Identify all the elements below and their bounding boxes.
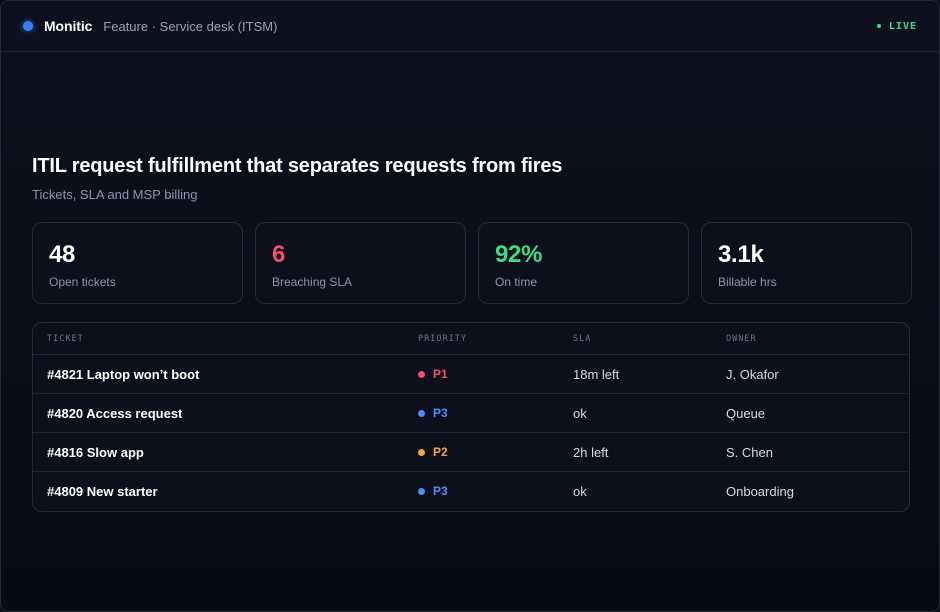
stat-card-open-tickets: 48 Open tickets (32, 222, 243, 304)
live-label: LIVE (888, 20, 917, 32)
column-header-owner: OWNER (726, 334, 757, 344)
sla-value: ok (573, 484, 587, 499)
ticket-title[interactable]: #4821 Laptop won’t boot (47, 367, 200, 382)
live-dot-icon (876, 24, 881, 28)
priority-label: P3 (433, 484, 448, 498)
brand-logo-dot-icon (23, 21, 33, 31)
owner-value: S. Chen (726, 445, 773, 460)
priority-dot-icon (418, 487, 425, 495)
sla-value: ok (573, 406, 587, 421)
brand-name[interactable]: Monitic (44, 18, 93, 34)
table-row[interactable]: #4809 New starter P3 ok Onboarding (33, 472, 909, 511)
owner-value: Onboarding (726, 484, 794, 499)
page-subtitle: Tickets, SLA and MSP billing (32, 187, 198, 202)
priority-label: P1 (433, 367, 448, 381)
table-header: TICKET PRIORITY SLA OWNER (33, 323, 909, 355)
priority-label: P3 (433, 406, 448, 420)
priority-badge: P3 (418, 406, 448, 420)
stat-value: 48 (49, 241, 76, 268)
stat-card-breaching-sla: 6 Breaching SLA (255, 222, 466, 304)
owner-value: J. Okafor (726, 367, 779, 382)
stats-row: 48 Open tickets 6 Breaching SLA 92% On t… (32, 222, 912, 304)
live-status-badge: LIVE (876, 20, 917, 32)
page-title: ITIL request fulfillment that separates … (32, 155, 563, 177)
priority-label: P2 (433, 445, 448, 459)
sla-value: 2h left (573, 445, 609, 460)
column-header-sla: SLA (573, 334, 592, 344)
breadcrumb: Feature · Service desk (ITSM) (103, 18, 278, 34)
stat-value: 92% (495, 241, 543, 268)
stat-label: On time (495, 275, 538, 289)
table-row[interactable]: #4821 Laptop won’t boot P1 18m left J. O… (33, 355, 909, 394)
stat-value: 3.1k (718, 241, 764, 268)
priority-badge: P2 (418, 445, 448, 459)
table-row[interactable]: #4820 Access request P3 ok Queue (33, 394, 909, 433)
stat-label: Breaching SLA (272, 275, 353, 289)
ticket-title[interactable]: #4816 Slow app (47, 445, 144, 460)
stat-card-billable-hrs: 3.1k Billable hrs (701, 222, 912, 304)
table-row[interactable]: #4816 Slow app P2 2h left S. Chen (33, 433, 909, 472)
priority-dot-icon (418, 370, 425, 378)
priority-badge: P1 (418, 367, 448, 381)
stat-card-on-time: 92% On time (478, 222, 689, 304)
ticket-title[interactable]: #4809 New starter (47, 484, 158, 499)
ticket-title[interactable]: #4820 Access request (47, 406, 183, 421)
column-header-ticket: TICKET (47, 334, 84, 344)
priority-dot-icon (418, 409, 425, 417)
stat-label: Billable hrs (718, 275, 777, 289)
column-header-priority: PRIORITY (418, 334, 467, 344)
owner-value: Queue (726, 406, 766, 421)
tickets-table: TICKET PRIORITY SLA OWNER #4821 Laptop w… (32, 322, 910, 512)
stat-value: 6 (272, 241, 286, 268)
priority-badge: P3 (418, 484, 448, 498)
priority-dot-icon (418, 448, 425, 456)
sla-value: 18m left (573, 367, 620, 382)
stat-label: Open tickets (49, 275, 116, 289)
top-bar: Monitic Feature · Service desk (ITSM) LI… (1, 1, 939, 52)
